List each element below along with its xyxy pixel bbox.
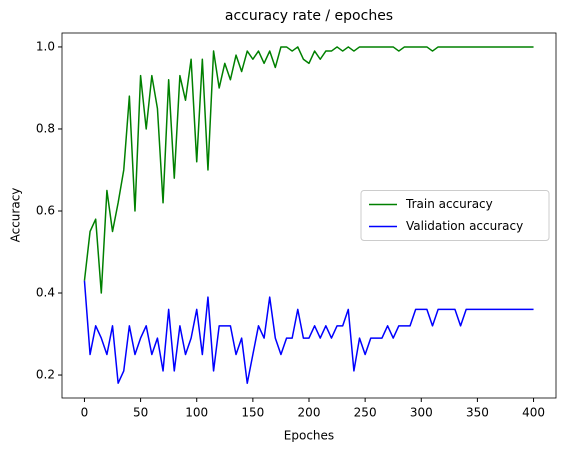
x-tick-label: 400	[522, 406, 545, 420]
x-axis-label: Epoches	[284, 429, 334, 443]
x-tick-label: 300	[410, 406, 433, 420]
x-tick-label: 50	[133, 406, 148, 420]
x-tick-label: 150	[241, 406, 264, 420]
y-tick-label: 0.8	[36, 121, 55, 135]
legend-label: Validation accuracy	[406, 219, 523, 233]
chart-title: accuracy rate / epoches	[225, 8, 393, 24]
legend-label: Train accuracy	[405, 197, 493, 211]
x-tick-label: 100	[185, 406, 208, 420]
y-tick-label: 1.0	[36, 39, 55, 53]
data-line	[83, 46, 534, 294]
x-tick-label: 250	[354, 406, 377, 420]
x-tick-label: 350	[466, 406, 489, 420]
y-tick-label: 0.2	[36, 368, 55, 382]
legend-box	[360, 190, 550, 241]
y-tick-label: 0.6	[36, 203, 55, 217]
y-tick-label: 0.4	[36, 286, 55, 300]
x-tick-label: 200	[298, 406, 321, 420]
y-axis-label: Accuracy	[9, 188, 23, 243]
data-line	[83, 280, 534, 384]
axes-frame	[61, 32, 557, 399]
x-tick-label: 0	[81, 406, 89, 420]
